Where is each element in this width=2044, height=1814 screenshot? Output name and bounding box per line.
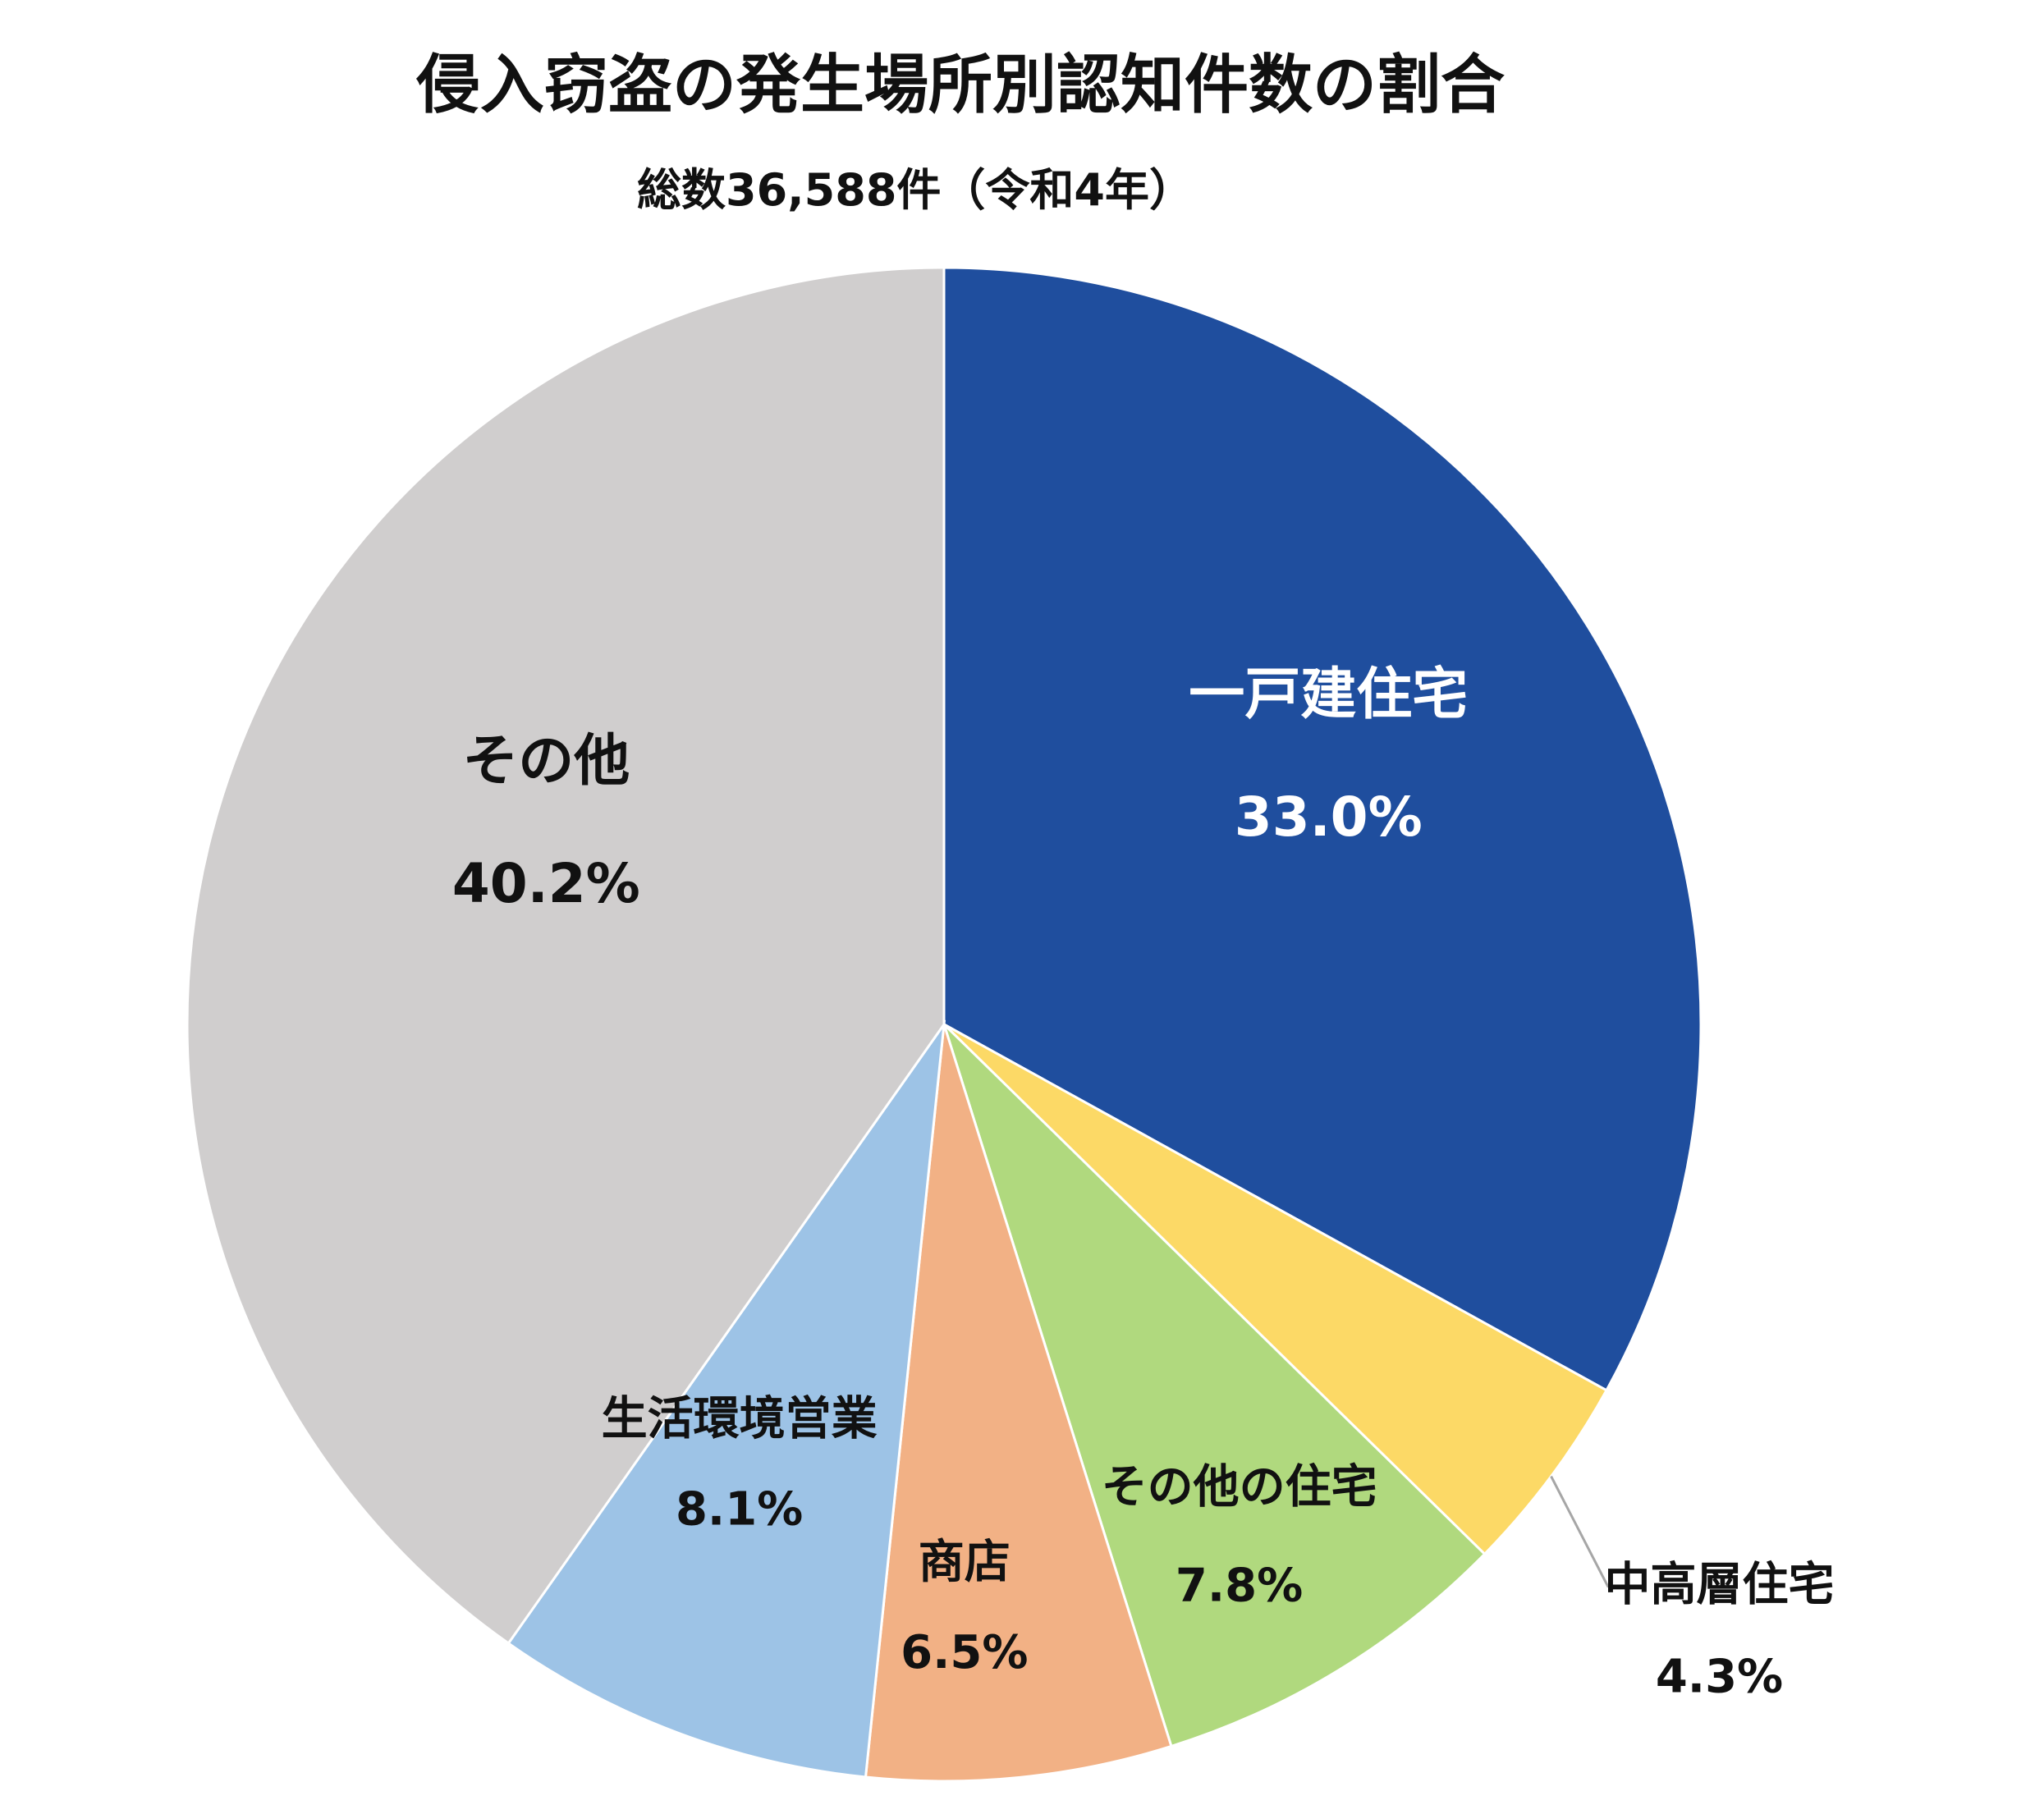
chart-title: 侵入窃盗の発生場所別認知件数の割合 xyxy=(415,48,1505,122)
slice-value-6: 40.2% xyxy=(452,852,640,915)
leader-line-2 xyxy=(1550,1475,1625,1588)
slice-value-5: 8.1% xyxy=(676,1482,803,1536)
slice-6 xyxy=(186,266,946,1646)
slice-5 xyxy=(506,1019,946,1779)
slice-label-2: 中高層住宅 xyxy=(1605,1559,1835,1612)
slice-label-4: 商店 xyxy=(919,1536,1011,1589)
slice-4 xyxy=(864,1024,1173,1783)
slice-value-4: 6.5% xyxy=(901,1626,1028,1679)
slice-label-1: 一戸建住宅 xyxy=(1189,662,1468,727)
slice-3 xyxy=(942,1023,1487,1748)
chart-subtitle: 総数36,588件（令和4年） xyxy=(637,164,1194,216)
slice-value-1: 33.0% xyxy=(1235,786,1423,849)
pie-slices xyxy=(186,266,1703,1783)
slice-value-3: 7.8% xyxy=(1176,1559,1303,1612)
slice-label-6: その他 xyxy=(462,729,630,794)
slice-labels: 一戸建住宅 33.0% 中高層住宅 4.3% その他の住宅 7.8% 商店 6.5% 生活環境営… xyxy=(452,662,1835,1704)
slice-label-5: 生活環境営業 xyxy=(602,1392,878,1445)
slice-value-2: 4.3% xyxy=(1656,1651,1783,1704)
leader-lines xyxy=(1550,1475,1625,1588)
slice-label-3: その他の住宅 xyxy=(1102,1460,1377,1514)
slice-1 xyxy=(942,266,1703,1392)
